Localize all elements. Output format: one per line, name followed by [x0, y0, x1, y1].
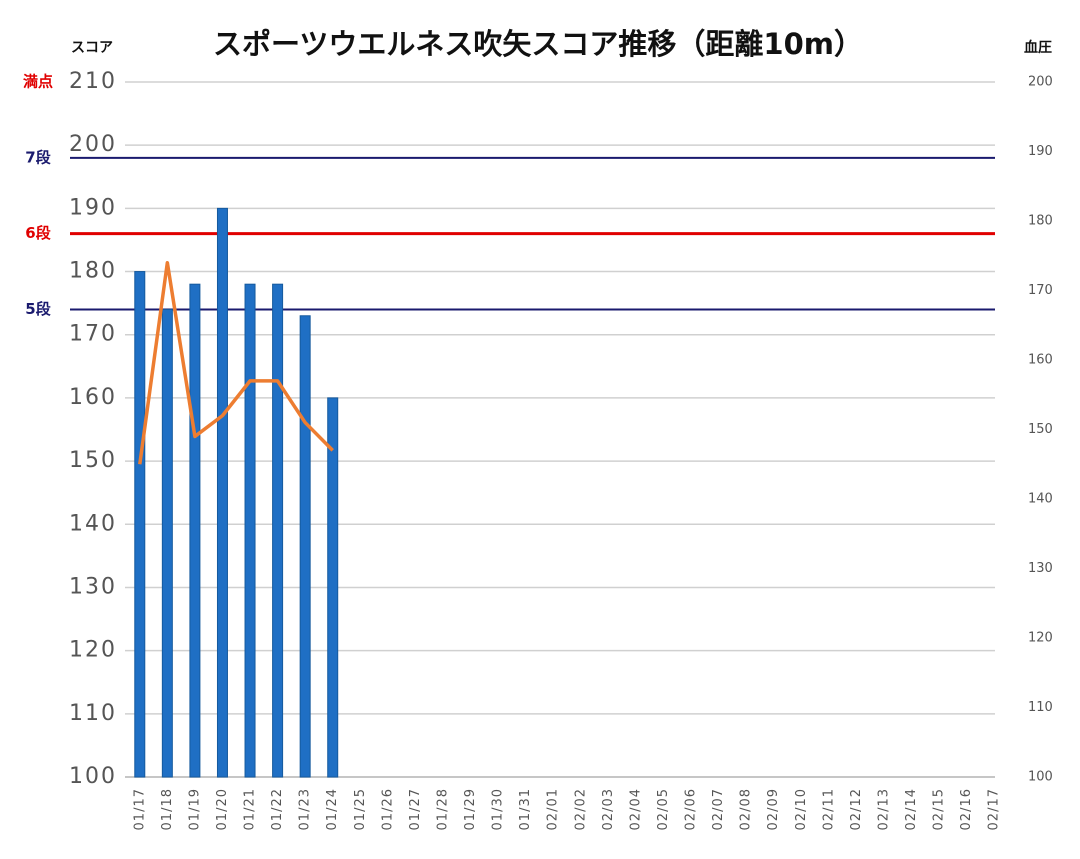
x-tick-label: 01/20	[215, 788, 230, 830]
y2-tick-label: 170	[1028, 283, 1053, 298]
y2-axis-label: 血圧	[1024, 39, 1052, 56]
y-tick-label: 200	[69, 132, 117, 157]
x-tick-label: 02/03	[601, 788, 616, 830]
y-tick-label: 210	[69, 69, 117, 94]
x-tick-label: 01/26	[380, 788, 395, 830]
y-axis-label: スコア	[71, 40, 113, 56]
y-tick-label: 120	[69, 638, 117, 663]
line	[138, 260, 334, 465]
x-tick-label: 01/21	[243, 788, 258, 830]
bar	[134, 271, 146, 778]
y2-tick-label: 110	[1028, 700, 1053, 715]
y2-tick-label: 130	[1028, 561, 1053, 576]
x-tick-label: 02/13	[876, 788, 891, 830]
x-tick-label: 02/10	[794, 788, 809, 830]
x-tick-label: 01/22	[270, 788, 285, 830]
x-tick-label: 02/16	[959, 788, 974, 830]
x-tick-label: 01/17	[132, 788, 147, 830]
x-tick-label: 01/18	[160, 788, 175, 830]
annotation-label: 7段	[25, 148, 50, 166]
x-tick-label: 02/05	[656, 788, 671, 830]
y2-tick-label: 180	[1028, 214, 1053, 229]
x-tick-label: 02/07	[711, 788, 726, 830]
x-tick-label: 02/02	[573, 788, 588, 830]
x-tick-label: 01/19	[187, 788, 202, 830]
x-tick-label: 02/04	[628, 788, 643, 830]
bar	[244, 283, 256, 778]
y2-tick-label: 100	[1028, 770, 1053, 785]
y-tick-label: 100	[69, 764, 117, 789]
x-tick-label: 02/06	[684, 788, 699, 830]
x-tick-label: 02/11	[821, 788, 836, 830]
y2-tick-label: 160	[1028, 353, 1053, 368]
x-tick-label: 02/12	[849, 788, 864, 830]
x-tick-label: 02/14	[904, 788, 919, 830]
x-tick-label: 02/09	[766, 788, 781, 830]
bar	[161, 308, 173, 778]
x-tick-label: 01/25	[353, 788, 368, 830]
x-tick-label: 01/30	[491, 788, 506, 830]
x-tick-label: 02/08	[739, 788, 754, 830]
chart-title: スポーツウエルネス吹矢スコア推移（距離10m）	[213, 27, 863, 61]
y-tick-label: 110	[69, 701, 117, 726]
x-tick-label: 01/29	[463, 788, 478, 830]
y2-tick-label: 140	[1028, 492, 1053, 507]
y2-tick-label: 120	[1028, 631, 1053, 646]
bar	[189, 283, 201, 778]
y-tick-label: 140	[69, 511, 117, 536]
annotation-label: 満点	[23, 73, 53, 91]
y-tick-label: 180	[69, 259, 117, 284]
y-tick-label: 150	[69, 448, 117, 473]
x-tick-label: 01/31	[518, 788, 533, 830]
y-tick-label: 160	[69, 385, 117, 410]
y-tick-label: 170	[69, 322, 117, 347]
x-tick-label: 01/27	[408, 788, 423, 830]
bar	[216, 207, 228, 778]
y2-tick-label: 190	[1028, 144, 1053, 159]
y2-tick-label: 150	[1028, 422, 1053, 437]
annotation-label: 5段	[25, 300, 50, 318]
annotation-label: 6段	[25, 224, 50, 242]
x-tick-label: 02/17	[987, 788, 1002, 830]
y-tick-label: 130	[69, 574, 117, 599]
x-tick-label: 02/15	[932, 788, 947, 830]
y-tick-label: 190	[69, 195, 117, 220]
x-tick-label: 01/24	[325, 788, 340, 830]
x-tick-label: 01/28	[435, 788, 450, 830]
x-tick-label: 02/01	[546, 788, 561, 830]
x-tick-label: 01/23	[298, 788, 313, 830]
bar	[327, 397, 339, 778]
y2-tick-label: 200	[1028, 75, 1053, 90]
bar	[272, 283, 284, 778]
bar	[299, 315, 311, 778]
